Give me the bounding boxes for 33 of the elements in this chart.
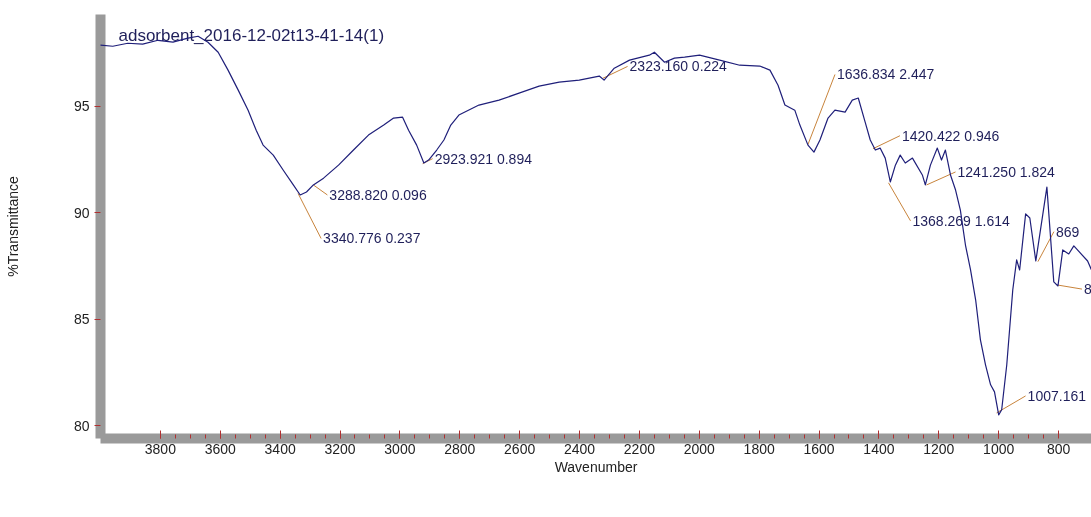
text: adsorbent_2016-12-02t13-41-14(1) (118, 25, 385, 45)
x-tick-label: 2000 (683, 440, 716, 457)
annotation: 3288.820 0.096 (329, 186, 427, 203)
x-axis-title: Wavenumber (554, 458, 638, 475)
x-tick-label: 1000 (983, 440, 1015, 457)
x-tick-label: 1800 (743, 440, 775, 457)
x-tick-label: 3000 (384, 440, 416, 457)
y-tick-label: 80 (73, 417, 90, 434)
x-tick-label: 1200 (923, 440, 955, 457)
x-tick-label: 2400 (563, 440, 596, 457)
annotation: 869 (1055, 223, 1080, 240)
y-tick-label: 90 (73, 204, 90, 221)
y-tick-label: 85 (73, 311, 90, 328)
annotation: 1420.422 0.946 (901, 127, 1000, 144)
x-tick-label: 2600 (504, 440, 536, 457)
x-tick-label: 3800 (144, 440, 177, 457)
x-tick-label: 3200 (324, 440, 356, 457)
x-tick-label: 1400 (863, 440, 895, 457)
x-tick-label: 3600 (204, 440, 237, 457)
x-tick-label: 2800 (444, 440, 476, 457)
annotation: 1007.161 (1027, 387, 1087, 404)
x-tick-label: 800 (1046, 440, 1071, 457)
x-tick-label: 3400 (264, 440, 296, 457)
annotation: 2323.160 0.224 (629, 58, 728, 75)
y-axis-title: %Transmittance (4, 175, 21, 277)
annotation: 2923.921 0.894 (434, 150, 533, 167)
y-tick-label: 95 (73, 98, 90, 115)
x-tick-label: 1600 (803, 440, 835, 457)
annotation: 8 (1083, 281, 1091, 298)
annotation: 1241.250 1.824 (957, 163, 1056, 180)
x-tick-label: 2200 (623, 440, 656, 457)
annotation: 3340.776 0.237 (323, 230, 421, 247)
annotation: 1636.834 2.447 (836, 66, 935, 83)
